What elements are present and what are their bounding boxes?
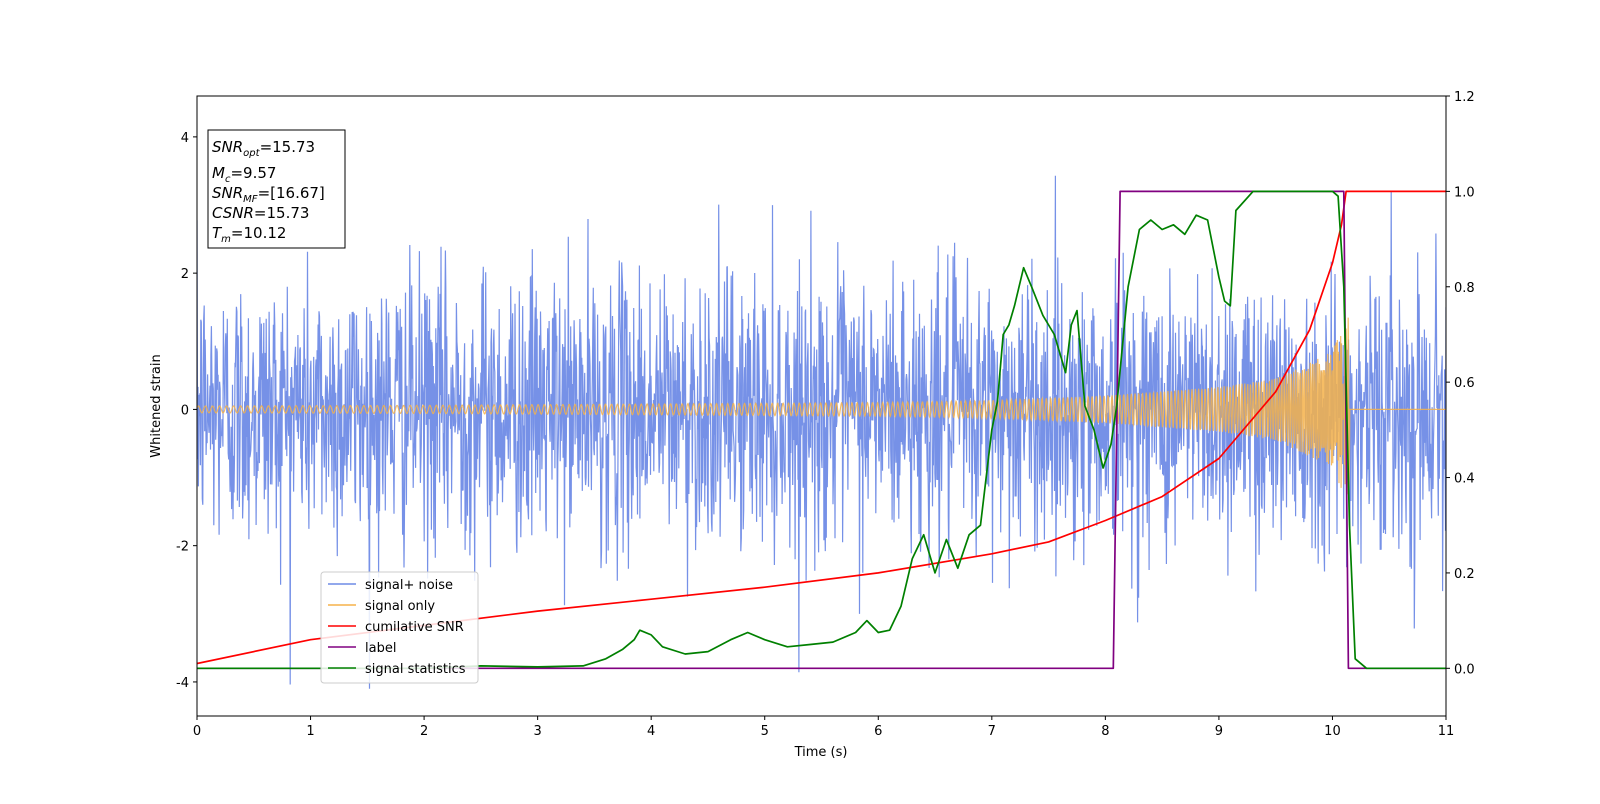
- y-right-tick-label: 0.8: [1454, 281, 1475, 296]
- legend-frame: [320, 571, 479, 684]
- y-right-tick-label: 1.2: [1454, 90, 1475, 105]
- legend-label-signal-only: signal only: [365, 599, 435, 614]
- info-box-frame: [207, 129, 346, 249]
- legend-label-label: label: [365, 641, 396, 656]
- info-snr-opt: =15.73: [260, 138, 316, 156]
- info-box: SNRopt=15.73 Mc=9.57 SNRMF=[16.67] CSNR=…: [207, 129, 346, 249]
- info-tm: =10.12: [231, 224, 287, 242]
- x-tick-label: 5: [761, 724, 769, 739]
- svg-text:CSNR=15.73: CSNR=15.73: [212, 204, 309, 222]
- svg-text:SNRMF=[16.67]: SNRMF=[16.67]: [212, 184, 325, 205]
- series-signal-only: [197, 317, 1446, 495]
- y-left-tick-label: -4: [176, 676, 189, 691]
- x-tick-label: 0: [193, 724, 201, 739]
- plot-layer: [197, 175, 1446, 689]
- info-snr-mf: =[16.67]: [258, 184, 325, 202]
- y-axis-title: Whitened strain: [149, 354, 164, 457]
- series-label: [197, 190, 1446, 670]
- x-tick-label: 1: [306, 724, 314, 739]
- svg-text:Tm=10.12: Tm=10.12: [212, 224, 286, 245]
- x-tick-label: 8: [1101, 724, 1109, 739]
- info-mc: =9.57: [230, 164, 276, 182]
- info-csnr: =15.73: [254, 204, 310, 222]
- legend-label-signal-noise: signal+ noise: [365, 578, 453, 593]
- y-left-tick-label: 4: [181, 131, 189, 146]
- y-left-tick-label: -2: [176, 540, 189, 555]
- svg-text:Mc=9.57: Mc=9.57: [212, 164, 276, 185]
- x-tick-label: 4: [647, 724, 655, 739]
- x-axis-title: Time (s): [794, 745, 848, 760]
- x-tick-label: 7: [988, 724, 996, 739]
- legend-label-cumulative-snr: cumilative SNR: [365, 620, 464, 635]
- y-right-tick-label: 0.0: [1454, 662, 1475, 677]
- ticks-layer: 0 1 2 3 4 5 6 7 8 9 10 11 -4 -2 0 2 4 0.0 0.2 0.4 0.6 0.8 1.0 1…: [176, 90, 1475, 739]
- x-tick-label: 2: [420, 724, 428, 739]
- y-right-tick-label: 0.2: [1454, 567, 1475, 582]
- legend-label-signal-statistics: signal statistics: [365, 662, 466, 677]
- x-tick-label: 10: [1324, 724, 1341, 739]
- x-tick-label: 9: [1215, 724, 1223, 739]
- series-signal-statistics: [197, 190, 1446, 670]
- y-right-tick-label: 0.6: [1454, 376, 1475, 391]
- x-tick-label: 6: [874, 724, 882, 739]
- svg-text:SNRopt=15.73: SNRopt=15.73: [212, 138, 315, 159]
- y-left-tick-label: 0: [181, 403, 189, 418]
- series-cumulative-snr: [197, 190, 1446, 665]
- x-tick-label: 11: [1438, 724, 1455, 739]
- y-left-tick-label: 2: [181, 267, 189, 282]
- legend: signal+ noise signal only cumilative SNR…: [320, 571, 479, 684]
- x-tick-label: 3: [533, 724, 541, 739]
- y-right-tick-label: 1.0: [1454, 185, 1475, 200]
- y-right-tick-label: 0.4: [1454, 472, 1475, 487]
- plot-frame: [196, 95, 1447, 717]
